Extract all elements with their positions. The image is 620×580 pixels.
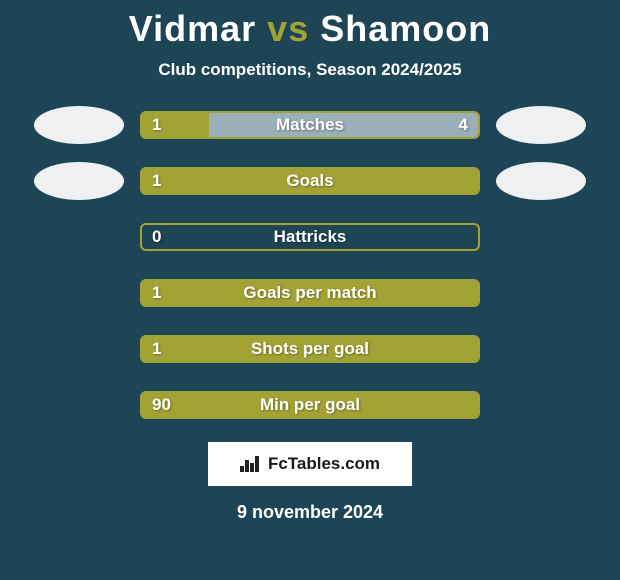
stat-row: 0 Hattricks xyxy=(0,218,620,256)
player2-name: Shamoon xyxy=(320,8,491,49)
stat-label: Hattricks xyxy=(274,227,347,247)
stat-value-right: 4 xyxy=(459,115,468,135)
stat-row: 1 Shots per goal xyxy=(0,330,620,368)
logo-text: FcTables.com xyxy=(268,454,380,474)
stat-label: Matches xyxy=(276,115,344,135)
stat-bar: 0 Hattricks xyxy=(140,223,480,251)
stat-value-left: 90 xyxy=(152,395,171,415)
logo-box: FcTables.com xyxy=(208,442,412,486)
stat-bar: 1 Shots per goal xyxy=(140,335,480,363)
stat-row: 1 Goals per match xyxy=(0,274,620,312)
stat-row: 1 4 Matches xyxy=(0,106,620,144)
stat-bar: 1 Goals xyxy=(140,167,480,195)
stat-label: Goals xyxy=(286,171,333,191)
stat-row: 1 Goals xyxy=(0,162,620,200)
stat-row: 90 Min per goal xyxy=(0,386,620,424)
stat-bar: 90 Min per goal xyxy=(140,391,480,419)
player1-name: Vidmar xyxy=(129,8,256,49)
stat-label: Shots per goal xyxy=(251,339,369,359)
avatar-right xyxy=(496,162,586,200)
subtitle: Club competitions, Season 2024/2025 xyxy=(0,60,620,80)
stat-label: Goals per match xyxy=(243,283,376,303)
stat-label: Min per goal xyxy=(260,395,360,415)
stat-value-left: 0 xyxy=(152,227,161,247)
stat-value-left: 1 xyxy=(152,283,161,303)
date-text: 9 november 2024 xyxy=(0,502,620,523)
logo-chart-icon xyxy=(240,456,262,472)
avatar-right xyxy=(496,106,586,144)
stats-container: 1 4 Matches 1 Goals 0 Hattricks 1 Goals per matc… xyxy=(0,106,620,424)
vs-text: vs xyxy=(267,8,309,49)
stat-bar: 1 4 Matches xyxy=(140,111,480,139)
stat-value-left: 1 xyxy=(152,115,161,135)
comparison-card: Vidmar vs Shamoon Club competitions, Sea… xyxy=(0,0,620,580)
page-title: Vidmar vs Shamoon xyxy=(0,8,620,50)
avatar-left xyxy=(34,106,124,144)
stat-bar: 1 Goals per match xyxy=(140,279,480,307)
stat-value-left: 1 xyxy=(152,339,161,359)
stat-value-left: 1 xyxy=(152,171,161,191)
avatar-left xyxy=(34,162,124,200)
